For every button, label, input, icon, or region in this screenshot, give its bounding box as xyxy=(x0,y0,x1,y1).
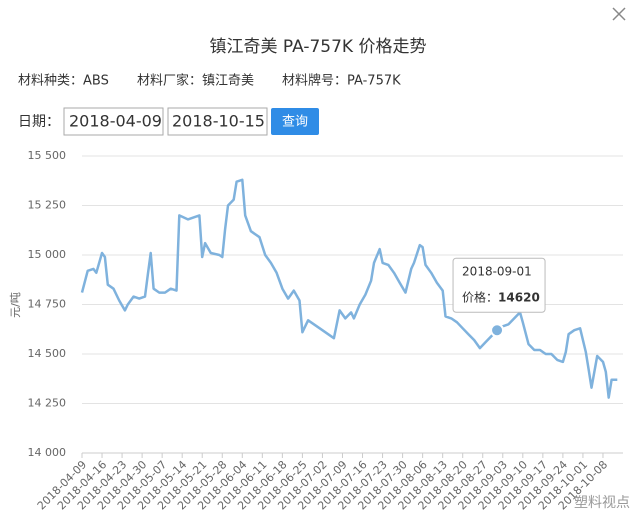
tooltip-label: 价格： xyxy=(462,290,498,305)
plot: 14 000 14 250 14 500 14 750 15 000 15 250 15 5… xyxy=(28,149,623,512)
info-type: 材料种类：ABS xyxy=(18,74,109,89)
y-tick-label: 14 250 xyxy=(28,397,67,410)
query-label[interactable]: 查询 xyxy=(282,115,308,130)
highlight-point xyxy=(490,323,505,338)
info-maker: 材料厂家：镇江奇美 xyxy=(137,73,254,89)
tooltip-date: 2018-09-01 xyxy=(462,265,532,279)
tooltip-box xyxy=(452,257,546,313)
date-label: 日期： xyxy=(18,114,60,130)
tooltip-value: 14620 xyxy=(498,291,540,305)
end-value[interactable]: 2018-10-15 xyxy=(172,112,265,131)
start-input[interactable] xyxy=(63,107,164,136)
watermark: 塑料视点 xyxy=(574,495,630,511)
y-tick-label: 15 000 xyxy=(28,248,67,261)
y-tick-label: 14 000 xyxy=(28,446,67,459)
title: 镇江奇美 PA-757K 价格走势 xyxy=(210,37,427,57)
close-icon[interactable] xyxy=(612,7,626,21)
close-button[interactable] xyxy=(612,7,626,21)
y-tick-label: 14 500 xyxy=(28,347,67,360)
end-input[interactable] xyxy=(167,107,268,136)
y-axis-label: 元/吨 xyxy=(9,292,22,318)
info-grade: 材料牌号：PA-757K xyxy=(282,73,401,89)
query-button[interactable] xyxy=(271,108,319,135)
y-tick-label: 15 500 xyxy=(28,149,67,162)
tooltip: 2018-09-01 价格： 14620 xyxy=(452,257,546,313)
y-tick-label: 15 250 xyxy=(28,199,67,212)
price-line xyxy=(80,178,618,399)
start-value[interactable]: 2018-04-09 xyxy=(69,112,162,131)
y-tick-label: 14 750 xyxy=(28,298,67,311)
